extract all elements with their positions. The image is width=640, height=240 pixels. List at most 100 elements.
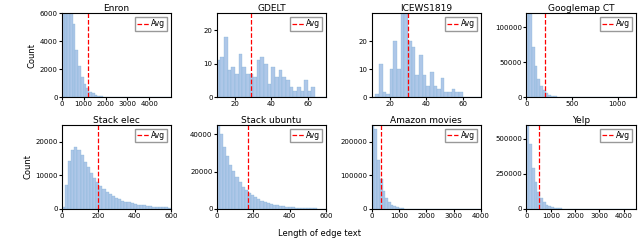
Bar xyxy=(149,206,152,209)
Bar xyxy=(551,207,554,209)
Bar xyxy=(70,0,73,97)
Bar xyxy=(278,70,282,97)
Bar xyxy=(433,86,437,97)
Bar xyxy=(62,0,65,97)
Bar xyxy=(307,208,310,209)
Bar xyxy=(229,165,232,209)
Bar xyxy=(93,178,96,209)
Bar xyxy=(401,13,404,97)
Bar xyxy=(250,74,253,97)
Bar xyxy=(548,95,551,97)
Bar xyxy=(408,41,412,97)
Bar xyxy=(448,92,452,97)
Bar xyxy=(159,207,162,209)
Bar xyxy=(127,203,131,209)
Bar xyxy=(301,208,304,209)
Title: Stack ubuntu: Stack ubuntu xyxy=(241,116,301,125)
Bar xyxy=(81,77,84,97)
Bar xyxy=(124,202,127,209)
Bar xyxy=(217,121,220,209)
Bar xyxy=(527,107,529,209)
Bar xyxy=(67,0,70,97)
Bar xyxy=(95,95,97,97)
Bar xyxy=(71,150,74,209)
Legend: Avg: Avg xyxy=(600,129,632,142)
Bar xyxy=(554,96,557,97)
Bar xyxy=(396,207,399,209)
Bar xyxy=(540,198,543,209)
Bar xyxy=(290,87,293,97)
Bar xyxy=(257,60,260,97)
Bar xyxy=(134,204,137,209)
Bar xyxy=(404,0,408,97)
Bar xyxy=(242,67,246,97)
Bar xyxy=(264,64,268,97)
Bar xyxy=(412,47,415,97)
Bar xyxy=(273,205,276,209)
Bar xyxy=(312,87,315,97)
Bar xyxy=(239,54,242,97)
Bar xyxy=(140,205,143,209)
Bar xyxy=(109,194,112,209)
Title: GDELT: GDELT xyxy=(257,4,285,13)
Text: Length of edge text: Length of edge text xyxy=(278,228,362,238)
Bar xyxy=(304,80,308,97)
Bar xyxy=(220,134,223,209)
Bar xyxy=(268,84,271,97)
Y-axis label: Count: Count xyxy=(24,154,33,179)
Bar xyxy=(143,205,146,209)
Bar xyxy=(543,90,546,97)
Bar xyxy=(394,206,396,209)
Bar xyxy=(374,129,377,209)
Bar xyxy=(452,89,456,97)
Bar xyxy=(529,144,532,209)
Bar xyxy=(260,57,264,97)
Bar xyxy=(282,206,285,209)
Legend: Avg: Avg xyxy=(445,17,477,31)
Bar xyxy=(276,205,279,209)
Bar xyxy=(372,76,374,209)
Bar xyxy=(100,96,103,97)
Bar xyxy=(538,192,540,209)
Bar xyxy=(532,47,534,97)
Bar xyxy=(239,182,242,209)
Bar xyxy=(419,55,422,97)
Bar xyxy=(77,150,81,209)
Bar xyxy=(115,198,118,209)
Bar xyxy=(441,78,445,97)
Bar xyxy=(399,208,402,209)
Bar xyxy=(137,205,140,209)
Bar xyxy=(386,95,390,97)
Bar xyxy=(397,69,401,97)
Bar xyxy=(297,87,301,97)
Bar xyxy=(84,162,87,209)
Bar xyxy=(391,205,394,209)
Bar xyxy=(253,77,257,97)
Bar xyxy=(292,207,295,209)
Bar xyxy=(87,167,90,209)
Bar xyxy=(112,196,115,209)
Bar xyxy=(224,37,228,97)
Bar xyxy=(235,74,239,97)
Bar xyxy=(298,208,301,209)
Bar xyxy=(165,207,168,209)
Bar xyxy=(551,96,554,97)
Bar xyxy=(118,199,121,209)
Bar xyxy=(267,203,270,209)
Bar xyxy=(390,69,394,97)
Title: Enron: Enron xyxy=(104,4,129,13)
Bar xyxy=(78,66,81,97)
Bar xyxy=(456,92,459,97)
Bar xyxy=(529,14,532,97)
Bar xyxy=(437,89,441,97)
Bar xyxy=(383,191,385,209)
Bar xyxy=(377,160,380,209)
Title: ICEWS1819: ICEWS1819 xyxy=(400,4,452,13)
Bar xyxy=(97,96,100,97)
Legend: Avg: Avg xyxy=(290,129,322,142)
Bar xyxy=(295,208,298,209)
Title: Amazon movies: Amazon movies xyxy=(390,116,462,125)
Bar xyxy=(65,0,67,97)
Bar xyxy=(81,155,84,209)
Bar xyxy=(308,90,312,97)
